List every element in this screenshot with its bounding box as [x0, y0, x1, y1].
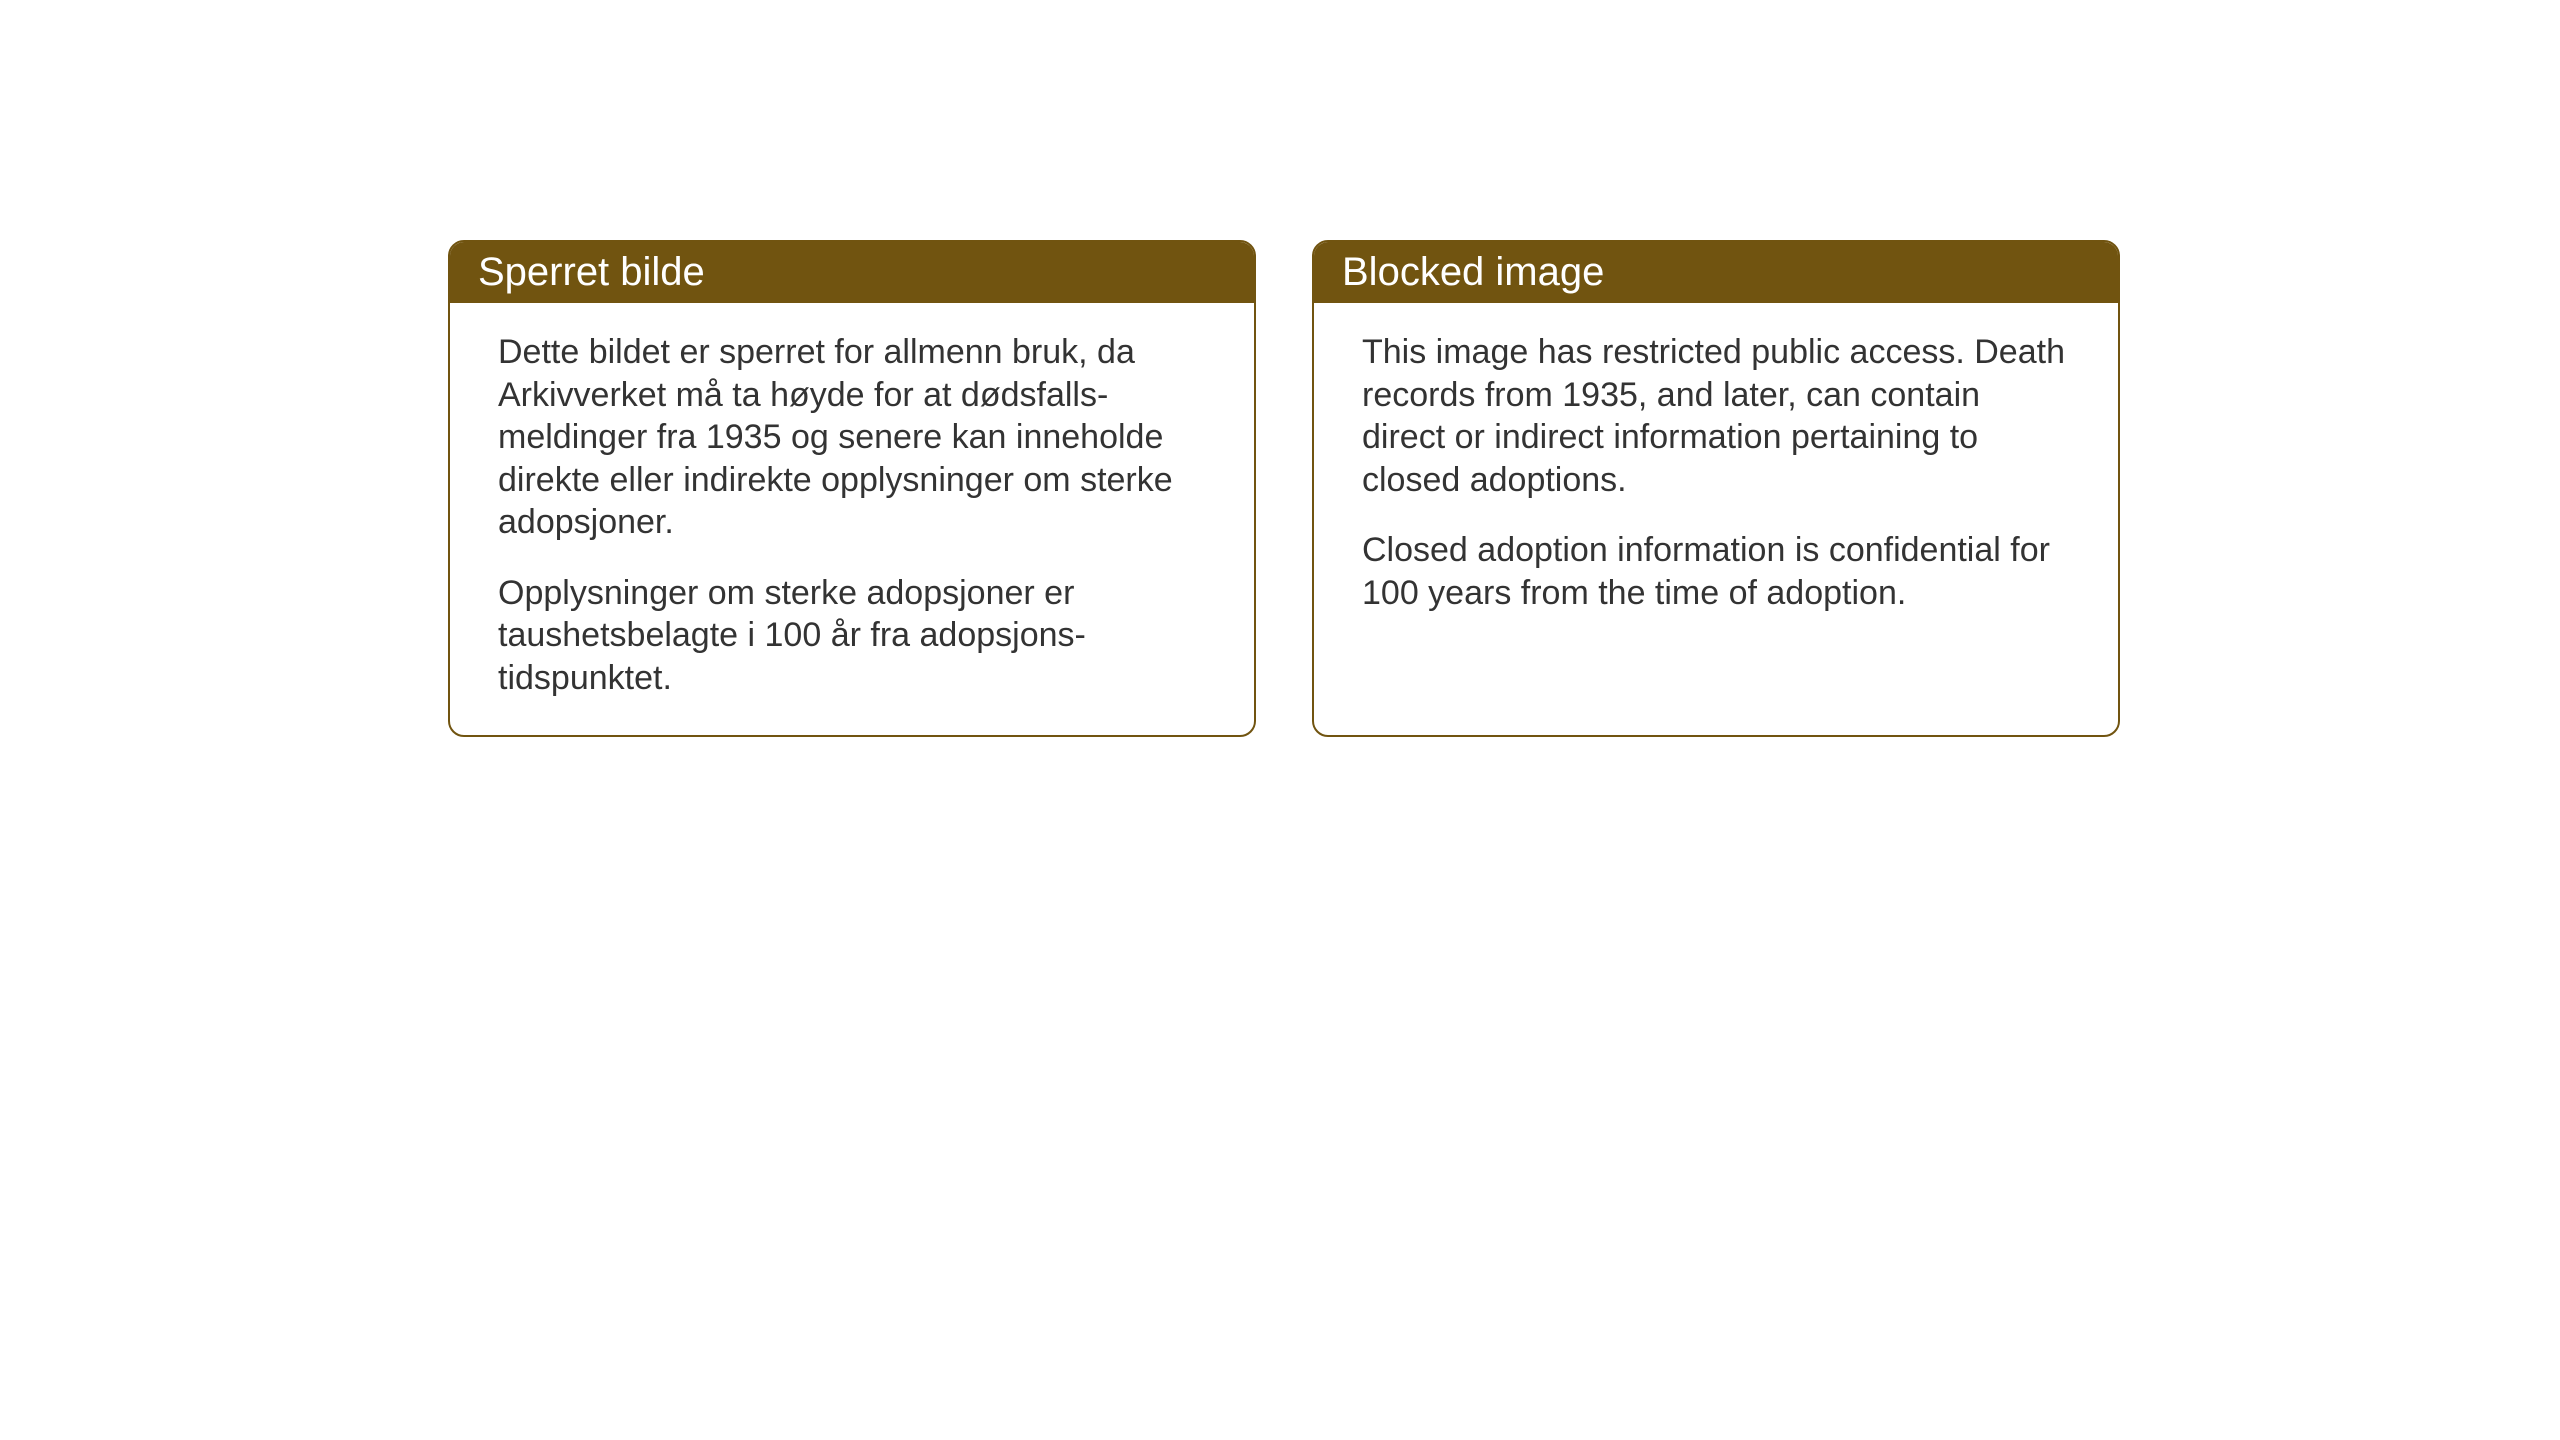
cards-container: Sperret bilde Dette bildet er sperret fo…	[448, 240, 2120, 737]
card-title: Blocked image	[1342, 250, 1604, 294]
card-paragraph: Opplysninger om sterke adopsjoner er tau…	[498, 572, 1206, 700]
card-paragraph: Closed adoption information is confident…	[1362, 529, 2070, 614]
card-paragraph: Dette bildet er sperret for allmenn bruk…	[498, 331, 1206, 544]
card-norwegian: Sperret bilde Dette bildet er sperret fo…	[448, 240, 1256, 737]
card-english: Blocked image This image has restricted …	[1312, 240, 2120, 737]
card-header-english: Blocked image	[1314, 242, 2118, 303]
card-title: Sperret bilde	[478, 250, 705, 294]
card-header-norwegian: Sperret bilde	[450, 242, 1254, 303]
card-body-norwegian: Dette bildet er sperret for allmenn bruk…	[450, 303, 1254, 735]
card-paragraph: This image has restricted public access.…	[1362, 331, 2070, 501]
card-body-english: This image has restricted public access.…	[1314, 303, 2118, 723]
